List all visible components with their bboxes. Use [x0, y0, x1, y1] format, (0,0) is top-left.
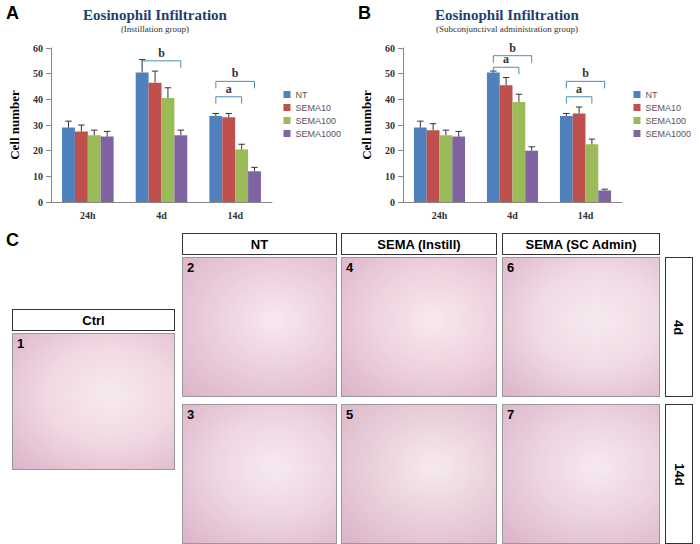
html-text:SEMA (SC Admin): SEMA (SC Admin) [525, 236, 637, 252]
svg-text:40: 40 [33, 94, 43, 105]
svg-text:0: 0 [390, 197, 395, 208]
svg-text:SEMA1000: SEMA1000 [645, 129, 691, 139]
svg-text:4d: 4d [156, 210, 167, 221]
html-text:2: 2 [187, 260, 195, 275]
svg-text:a: a [503, 52, 510, 67]
svg-text:NT: NT [295, 90, 307, 100]
html-text:14d: 14d [671, 462, 687, 486]
svg-text:10: 10 [385, 171, 395, 182]
html-text:3: 3 [187, 407, 195, 422]
svg-text:60: 60 [33, 43, 43, 54]
svg-text:20: 20 [385, 145, 395, 156]
svg-text:SEMA10: SEMA10 [645, 103, 681, 113]
svg-text:20: 20 [33, 145, 43, 156]
svg-text:b: b [232, 66, 239, 80]
html-text:7: 7 [507, 407, 515, 422]
svg-text:30: 30 [385, 120, 395, 131]
svg-text:10: 10 [33, 171, 43, 182]
svg-text:SEMA100: SEMA100 [645, 116, 686, 126]
svg-text:14d: 14d [227, 210, 243, 221]
html-text:SEMA (Instill): SEMA (Instill) [377, 236, 461, 252]
svg-text:(Instillation group): (Instillation group) [121, 24, 189, 34]
svg-text:30: 30 [33, 120, 43, 131]
svg-text:a: a [226, 82, 232, 96]
html-text:C: C [6, 230, 19, 250]
svg-text:50: 50 [385, 68, 395, 79]
html-text:4: 4 [346, 260, 354, 275]
svg-text:24h: 24h [80, 210, 96, 221]
svg-text:50: 50 [33, 68, 43, 79]
svg-text:SEMA1000: SEMA1000 [295, 129, 341, 139]
svg-text:SEMA10: SEMA10 [295, 103, 331, 113]
html-text:4d: 4d [671, 319, 687, 335]
svg-text:Eosinophil Infiltration: Eosinophil Infiltration [435, 7, 579, 23]
svg-text:4d: 4d [507, 210, 518, 221]
html-text:6: 6 [507, 260, 515, 275]
svg-text:24h: 24h [432, 210, 448, 221]
svg-text:Eosinophil Infiltration: Eosinophil Infiltration [83, 7, 227, 23]
svg-text:Cell number: Cell number [7, 90, 22, 160]
svg-text:14d: 14d [578, 210, 594, 221]
svg-text:b: b [509, 41, 516, 55]
html-text:1: 1 [17, 336, 25, 351]
html-text:Ctrl: Ctrl [82, 312, 105, 328]
html-text:NT: NT [250, 236, 269, 252]
svg-text:b: b [582, 66, 589, 80]
svg-text:a: a [576, 82, 582, 96]
svg-text:40: 40 [385, 94, 395, 105]
svg-text:Cell number: Cell number [359, 90, 374, 160]
svg-text:A: A [6, 3, 19, 23]
svg-text:NT: NT [645, 90, 657, 100]
svg-text:SEMA100: SEMA100 [295, 116, 336, 126]
html-text:5: 5 [346, 407, 354, 422]
svg-text:B: B [358, 3, 371, 23]
svg-text:60: 60 [385, 43, 395, 54]
svg-text:b: b [158, 46, 165, 60]
svg-text:(Subconjunctival administratio: (Subconjunctival administration group) [436, 24, 578, 34]
svg-text:0: 0 [38, 197, 43, 208]
